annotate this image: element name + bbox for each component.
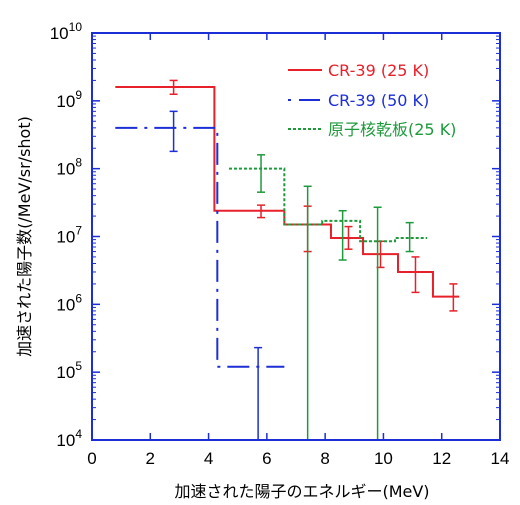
x-tick-label: 10 (374, 449, 393, 468)
series-2-step-line (115, 126, 285, 368)
series-1-error-bar (344, 225, 353, 250)
legend-entry-2: CR-39 (50 K) (288, 91, 429, 110)
legend-entry-1: CR-39 (25 K) (288, 61, 429, 80)
x-tick-label: 2 (146, 449, 155, 468)
series-3-error-bar (338, 209, 347, 261)
x-tick-label: 6 (262, 449, 271, 468)
series-1-error-bar (449, 283, 458, 312)
series-2-error-bar (254, 346, 263, 441)
series-2 (115, 110, 285, 441)
series-3-error-bar (257, 154, 266, 193)
y-tick-label: 106 (56, 291, 82, 314)
y-tick-label: 104 (56, 427, 82, 450)
legend-entry-3: 原子核乾板(25 K) (288, 120, 456, 139)
y-tick-label: 105 (56, 359, 82, 382)
x-tick-label: 14 (491, 449, 510, 468)
y-tick-label: 108 (56, 156, 82, 179)
x-tick-label: 8 (320, 449, 329, 468)
plot-frame (91, 32, 501, 441)
y-tick-label: 109 (56, 88, 82, 111)
x-axis-title: 加速された陽子のエネルギー(MeV) (174, 482, 429, 501)
series-1-error-bar (169, 79, 178, 96)
series-1-error-bar (257, 204, 266, 219)
y-tick-label: 1010 (50, 20, 83, 43)
series-3-step-line (228, 167, 428, 243)
legend-label: 原子核乾板(25 K) (328, 120, 456, 139)
series-1-step-line (115, 85, 460, 298)
series-3-error-bar (405, 221, 414, 253)
series-2-error-bar (169, 110, 178, 153)
x-tick-label: 12 (432, 449, 451, 468)
legend-label: CR-39 (50 K) (328, 91, 429, 110)
x-tick-label: 0 (87, 449, 96, 468)
series-1-error-bar (411, 256, 420, 294)
x-tick-label: 4 (204, 449, 213, 468)
y-axis-title: 加速された陽子数(/MeV/sr/shot) (15, 116, 34, 357)
series-1 (115, 79, 460, 312)
legend-label: CR-39 (25 K) (328, 61, 429, 80)
y-tick-label: 107 (56, 224, 82, 247)
